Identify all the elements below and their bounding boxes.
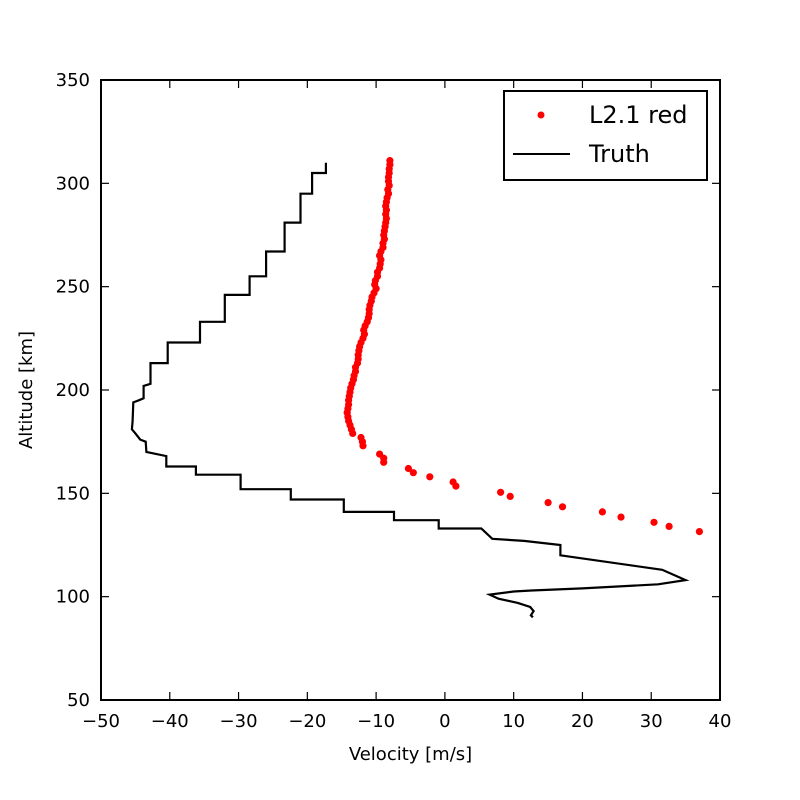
y-tick-label: 350	[56, 70, 90, 91]
legend-label-l2-1-red: L2.1 red	[589, 101, 688, 129]
data-point-l2-1-red	[380, 458, 388, 466]
x-tick-label: −50	[82, 711, 120, 732]
data-point-l2-1-red	[665, 522, 673, 531]
y-tick-label: 250	[56, 277, 90, 298]
data-point-l2-1-red	[558, 503, 567, 511]
data-point-l2-1-red	[497, 488, 505, 496]
x-tick-label: 30	[640, 711, 663, 732]
x-tick-label: −20	[288, 711, 326, 732]
data-point-l2-1-red	[359, 442, 367, 450]
data-point-l2-1-red	[598, 508, 607, 516]
y-tick-label: 200	[56, 380, 90, 401]
x-axis-label: Velocity [m/s]	[349, 744, 472, 765]
legend: L2.1 red Truth	[503, 90, 708, 181]
data-point-l2-1-red	[650, 518, 658, 526]
x-tick-label: 20	[571, 711, 594, 732]
legend-box	[503, 90, 708, 181]
data-point-l2-1-red	[452, 482, 460, 490]
plot-marks	[130, 157, 704, 619]
data-point-l2-1-red	[695, 528, 704, 536]
x-tick-label: 0	[439, 711, 450, 732]
x-tick-label: 40	[709, 711, 732, 732]
y-axis-ticks: 50 100 150 200 250 300 350	[56, 70, 720, 711]
x-axis-ticks: −50 −40 −30 −20 −10 0 10 20 30 40	[82, 80, 731, 732]
data-point-l2-1-red	[506, 492, 514, 500]
data-point-l2-1-red	[409, 469, 417, 477]
y-tick-label: 300	[56, 173, 90, 194]
series-line-truth	[130, 162, 690, 619]
data-point-l2-1-red	[349, 429, 357, 437]
x-tick-label: −10	[357, 711, 395, 732]
legend-marker-l2-1-red	[537, 111, 545, 119]
y-tick-label: 50	[67, 690, 90, 711]
y-axis-label: Altitude [km]	[16, 331, 37, 449]
legend-label-truth: Truth	[588, 140, 650, 168]
y-tick-label: 150	[56, 483, 90, 504]
x-tick-label: −30	[220, 711, 258, 732]
data-point-l2-1-red	[426, 473, 434, 481]
y-tick-label: 100	[56, 587, 90, 608]
data-point-l2-1-red	[617, 513, 625, 521]
x-tick-label: 10	[502, 711, 525, 732]
data-point-l2-1-red	[544, 499, 552, 507]
x-tick-label: −40	[151, 711, 189, 732]
data-point-l2-1-red	[404, 464, 412, 473]
